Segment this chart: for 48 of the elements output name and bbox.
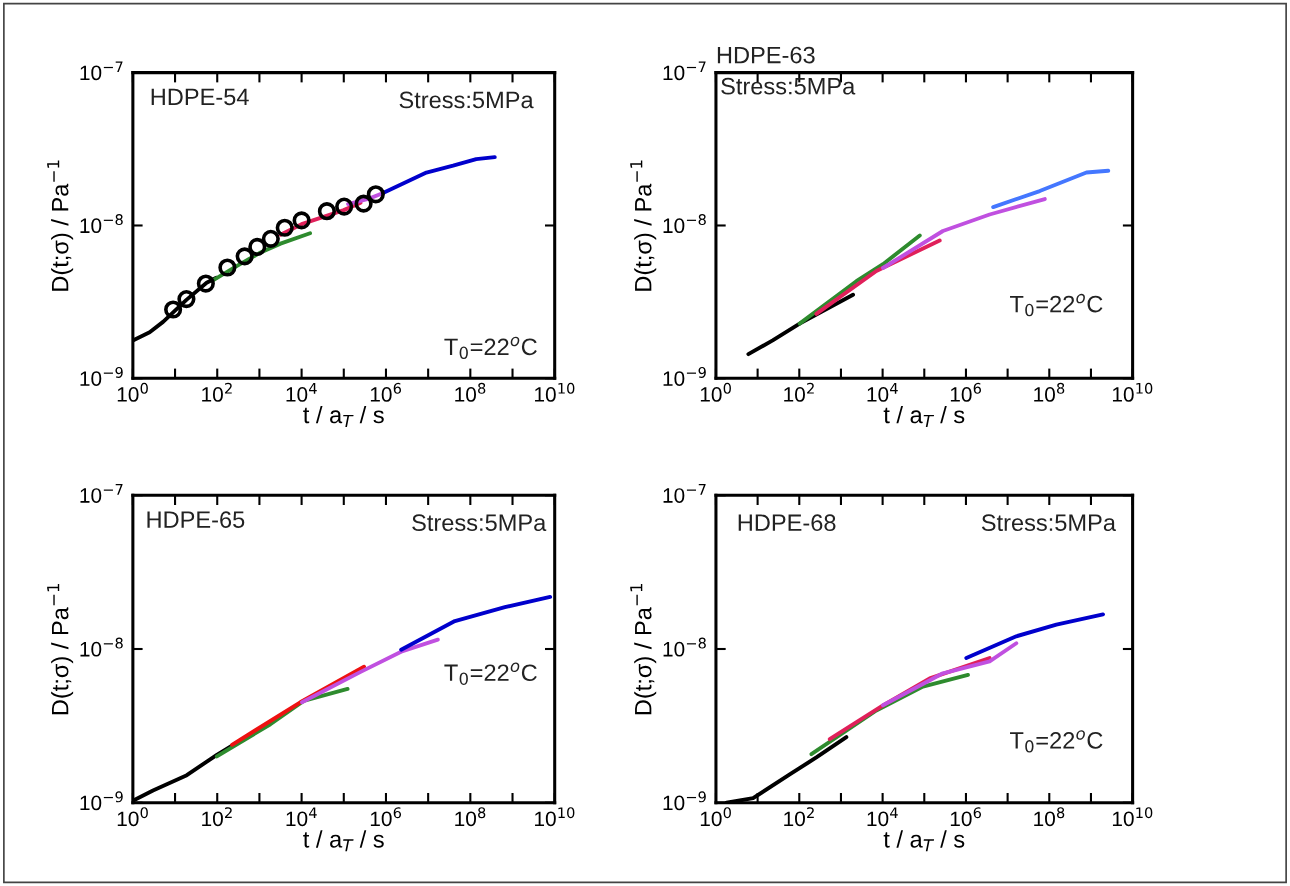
x-tick-label: 10$^{4}$ bbox=[286, 807, 317, 827]
x-tick-label: 10$^{6}$ bbox=[370, 807, 402, 827]
x-tick-label: 10$^{8}$ bbox=[1034, 807, 1065, 827]
annotation: Stress:5MPa bbox=[399, 91, 534, 109]
x-axis-title: t / a$_{T}$ / s bbox=[303, 830, 384, 852]
y-tick-label: 10$^{−7}$ bbox=[80, 61, 123, 81]
x-tick-label: 10$^{6}$ bbox=[950, 807, 982, 827]
x-tick-label: 10$^{10}$ bbox=[535, 807, 575, 827]
y-tick-label: 10$^{−8}$ bbox=[663, 637, 706, 657]
annotation: HDPE-65 bbox=[147, 511, 245, 528]
x-tick-label: 10$^{4}$ bbox=[286, 383, 317, 402]
x-tick-label: 10$^{10}$ bbox=[1112, 807, 1153, 827]
y-axis-title: D(t;σ) / Pa$^{−1}$ bbox=[630, 160, 657, 291]
y-tick-label: 10$^{−8}$ bbox=[80, 214, 123, 234]
x-tick-label: 10$^{2}$ bbox=[784, 807, 814, 827]
annotation: Stress:5MPa bbox=[412, 514, 547, 532]
annotation: T$_{0}$=22$^{o}$C bbox=[444, 336, 537, 360]
x-axis-title: t / a$_{T}$ / s bbox=[883, 830, 965, 852]
annotation: T$_{0}$=22$^{o}$C bbox=[1010, 730, 1103, 753]
y-axis-title: D(t;σ) / Pa$^{−1}$ bbox=[630, 584, 657, 715]
y-tick-label: 10$^{−7}$ bbox=[80, 484, 123, 503]
text: HDPE-63 bbox=[717, 46, 815, 64]
x-tick-label: 10$^{10}$ bbox=[1112, 382, 1153, 402]
annotation: HDPE-68 bbox=[738, 514, 836, 532]
x-tick-label: 10$^{6}$ bbox=[950, 382, 982, 402]
annotation: HDPE-54 bbox=[151, 88, 249, 106]
x-tick-label: 10$^{6}$ bbox=[370, 382, 402, 402]
x-tick-label: 10$^{8}$ bbox=[455, 382, 486, 402]
y-tick-label: 10$^{−7}$ bbox=[663, 61, 706, 81]
y-tick-label: 10$^{−8}$ bbox=[80, 637, 123, 657]
x-tick-label: 10$^{4}$ bbox=[867, 383, 898, 402]
y-axis-title: D(t;σ) / Pa$^{−1}$ bbox=[47, 584, 74, 715]
y-tick-label: 10$^{−7}$ bbox=[663, 484, 706, 503]
x-tick-label: 10$^{8}$ bbox=[1034, 382, 1065, 402]
x-tick-label: 10$^{2}$ bbox=[202, 807, 232, 827]
y-axis-title: D(t;σ) / Pa$^{−1}$ bbox=[47, 160, 74, 291]
x-tick-label: 10$^{2}$ bbox=[202, 382, 232, 402]
x-tick-label: 10$^{8}$ bbox=[455, 807, 486, 827]
x-tick-label: 10$^{4}$ bbox=[867, 807, 898, 827]
annotation: Stress:5MPa bbox=[721, 77, 856, 95]
x-tick-label: 10$^{10}$ bbox=[535, 382, 575, 402]
y-tick-label: 10$^{−8}$ bbox=[663, 214, 706, 234]
annotation: T$_{0}$=22$^{o}$C bbox=[444, 662, 537, 685]
annotation: T$_{0}$=22$^{o}$C bbox=[1010, 293, 1103, 317]
annotation: Stress:5MPa bbox=[981, 514, 1116, 532]
x-axis-title: t / a$_{T}$ / s bbox=[883, 405, 965, 427]
x-tick-label: 10$^{2}$ bbox=[784, 382, 814, 402]
x-axis-title: t / a$_{T}$ / s bbox=[303, 405, 384, 427]
